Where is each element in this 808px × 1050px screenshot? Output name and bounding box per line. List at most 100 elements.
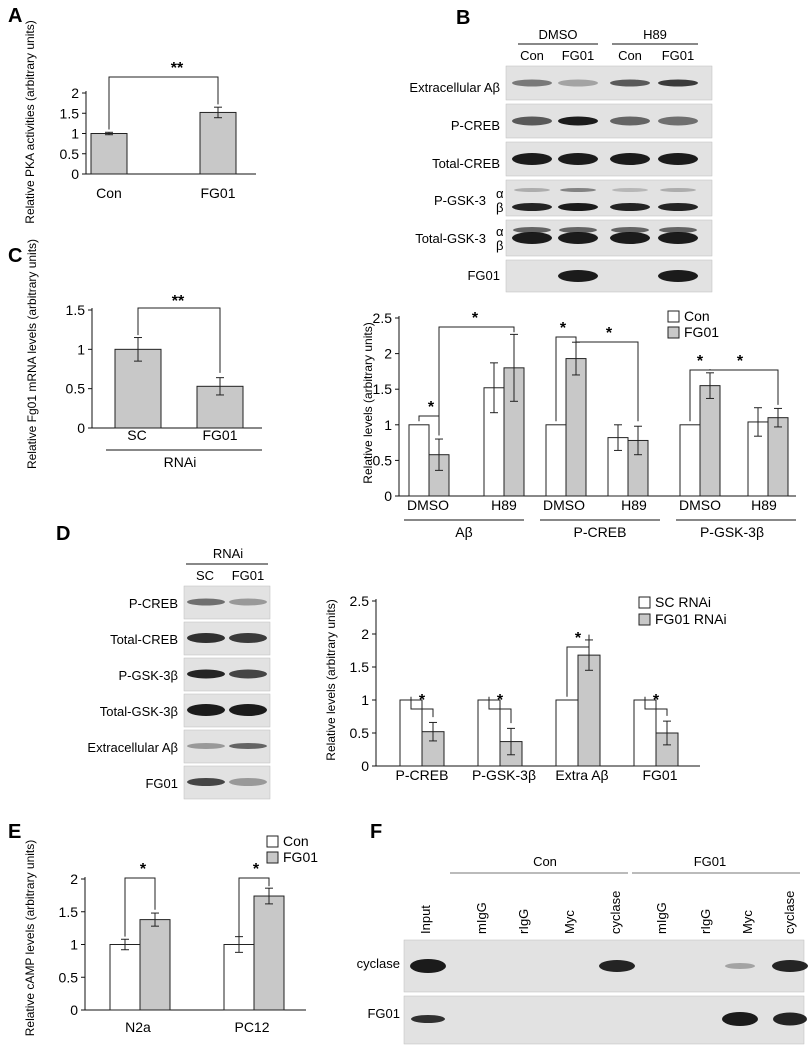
chart-a-ytick-label: 2 bbox=[71, 85, 79, 101]
blot-b-row-1: Extracellular Aβ bbox=[409, 80, 500, 95]
chart-c-ytick-label: 0.5 bbox=[66, 381, 86, 397]
chart-b-group-pcreb: P-CREB bbox=[574, 524, 627, 540]
chart-b-cond-4: H89 bbox=[621, 497, 647, 513]
chart-b-bar bbox=[767, 417, 789, 497]
blot-b-row-3-band bbox=[658, 153, 698, 165]
blot-f-row-fg01: FG01 bbox=[367, 1006, 400, 1021]
blot-f-row-fg01-band bbox=[773, 1012, 807, 1026]
chart-b-cond-5: DMSO bbox=[679, 497, 721, 513]
chart-d-xtick-2: P-GSK-3β bbox=[472, 767, 536, 783]
blot-b-row-5-band bbox=[658, 232, 698, 244]
blot-b-lane-3: Con bbox=[618, 48, 642, 63]
chart-d: Relative levels (arbitrary units) SC RNA… bbox=[324, 593, 727, 783]
blot-f-lane-label: cyclase bbox=[782, 891, 797, 934]
blot-b-row-4-beta: β bbox=[496, 200, 503, 215]
chart-e-bar bbox=[139, 919, 171, 1011]
blot-b-row-2: P-CREB bbox=[451, 118, 500, 133]
blot-d-lane-sc: SC bbox=[196, 568, 214, 583]
chart-e-legend-swatch-fg01 bbox=[266, 851, 279, 864]
panel-letter-e: E bbox=[8, 821, 21, 843]
chart-c-xtick-sc: SC bbox=[127, 427, 146, 443]
blot-f-row-cyclase-band bbox=[725, 963, 755, 969]
chart-b-bar bbox=[408, 424, 430, 497]
blot-d-row-5-band bbox=[229, 743, 267, 749]
chart-e-xtick-2: PC12 bbox=[234, 1019, 269, 1035]
blot-d-row-6-band bbox=[187, 778, 225, 786]
chart-d-ytick-label: 2.5 bbox=[350, 593, 370, 609]
chart-e-xtick-1: N2a bbox=[125, 1019, 151, 1035]
chart-b-sig-1: * bbox=[428, 399, 435, 416]
chart-e-legend-con: Con bbox=[283, 833, 309, 849]
blot-f-row-fg01-band bbox=[722, 1012, 758, 1026]
chart-a-significance-bracket bbox=[108, 76, 219, 130]
chart-b-cond-6: H89 bbox=[751, 497, 777, 513]
chart-c-ylabel: Relative Fg01 mRNA levels (arbitrary uni… bbox=[25, 239, 39, 469]
chart-d-legend-swatch-fg01 bbox=[638, 613, 651, 626]
chart-b-significance-bracket bbox=[709, 369, 779, 405]
chart-a-significance: ** bbox=[171, 60, 184, 77]
chart-a-xtick-fg01: FG01 bbox=[200, 185, 235, 201]
chart-b-legend-fg01: FG01 bbox=[684, 324, 719, 340]
chart-e-legend-swatch-con bbox=[266, 835, 279, 848]
chart-e-bar bbox=[253, 895, 285, 1011]
blot-f: Con FG01 cyclase FG01 Input mIgG rIgG Myc cy… bbox=[357, 854, 808, 1045]
blot-b-row-5-alpha: α bbox=[496, 224, 504, 239]
chart-d-bar bbox=[633, 699, 657, 767]
chart-e-bar bbox=[109, 944, 141, 1011]
blot-b-row-3-band bbox=[558, 153, 598, 165]
blot-f-lane-label: mIgG bbox=[654, 902, 669, 934]
blot-f-row-fg01-band bbox=[411, 1015, 445, 1023]
chart-d-ytick-label: 0 bbox=[361, 758, 369, 774]
blot-d-row-1-band bbox=[187, 598, 225, 606]
chart-d-ytick-label: 2 bbox=[361, 626, 369, 642]
chart-d-ytick-label: 1 bbox=[361, 692, 369, 708]
blot-d-row-5: Extracellular Aβ bbox=[87, 740, 178, 755]
blot-d-row-5-band bbox=[187, 743, 225, 749]
chart-e-ytick-label: 0 bbox=[70, 1002, 78, 1018]
chart-e: Relative cAMP levels (arbitrary units) C… bbox=[23, 833, 318, 1036]
blot-d-row-1-band bbox=[229, 598, 267, 606]
blot-b-row-2-band bbox=[658, 116, 698, 126]
chart-d-significance-bracket bbox=[566, 634, 590, 697]
blot-b-row-1-band bbox=[610, 79, 650, 87]
blot-d-lane-fg01: FG01 bbox=[232, 568, 265, 583]
blot-d-row-3-band bbox=[187, 669, 225, 679]
chart-a-ytick-label: 1 bbox=[71, 126, 79, 142]
blot-d-row-2: Total-CREB bbox=[110, 632, 178, 647]
chart-d-bar bbox=[577, 654, 601, 767]
blot-b-row-1-band bbox=[558, 79, 598, 87]
blot-b-row-3-band bbox=[610, 153, 650, 165]
chart-b-group-abeta: Aβ bbox=[455, 524, 472, 540]
blot-b: DMSO H89 Con FG01 Con FG01 Extracellular… bbox=[409, 27, 713, 293]
chart-d-bar bbox=[477, 699, 501, 767]
blot-b-row-2-band bbox=[610, 116, 650, 126]
blot-b-row-4-alpha-band bbox=[514, 188, 550, 192]
chart-d-legend-fg01: FG01 RNAi bbox=[655, 611, 727, 627]
blot-b-lane-4: FG01 bbox=[662, 48, 695, 63]
chart-e-sig-1: * bbox=[140, 861, 147, 878]
chart-b-ytick-label: 0.5 bbox=[373, 452, 393, 468]
blot-b-row-3-band bbox=[512, 153, 552, 165]
blot-f-row-cyclase-band bbox=[772, 960, 808, 972]
panel-letter-f: F bbox=[370, 821, 382, 843]
blot-b-row-4-alpha: α bbox=[496, 186, 504, 201]
blot-d-row-3: P-GSK-3β bbox=[119, 668, 179, 683]
chart-b-bar bbox=[699, 385, 721, 497]
chart-b-sig-6: * bbox=[737, 353, 744, 370]
blot-b-row-5-band bbox=[610, 232, 650, 244]
panel-letter-c: C bbox=[8, 245, 22, 267]
blot-d-row-6-band bbox=[229, 778, 267, 786]
chart-d-ytick-label: 0.5 bbox=[350, 725, 370, 741]
chart-d-bar bbox=[555, 699, 579, 767]
chart-d-sig-3: * bbox=[575, 630, 582, 647]
blot-f-group-con: Con bbox=[533, 854, 557, 869]
chart-b: Relative levels (arbitrary units) Con FG… bbox=[361, 308, 796, 540]
chart-d-significance-bracket bbox=[644, 696, 668, 716]
chart-c: Relative Fg01 mRNA levels (arbitrary uni… bbox=[25, 239, 262, 470]
chart-a-xtick-con: Con bbox=[96, 185, 122, 201]
chart-b-bar bbox=[545, 424, 567, 497]
blot-b-row-5-alpha-band bbox=[611, 227, 649, 233]
chart-b-significance-bracket bbox=[575, 339, 639, 422]
blot-f-lane-label: cyclase bbox=[608, 891, 623, 934]
